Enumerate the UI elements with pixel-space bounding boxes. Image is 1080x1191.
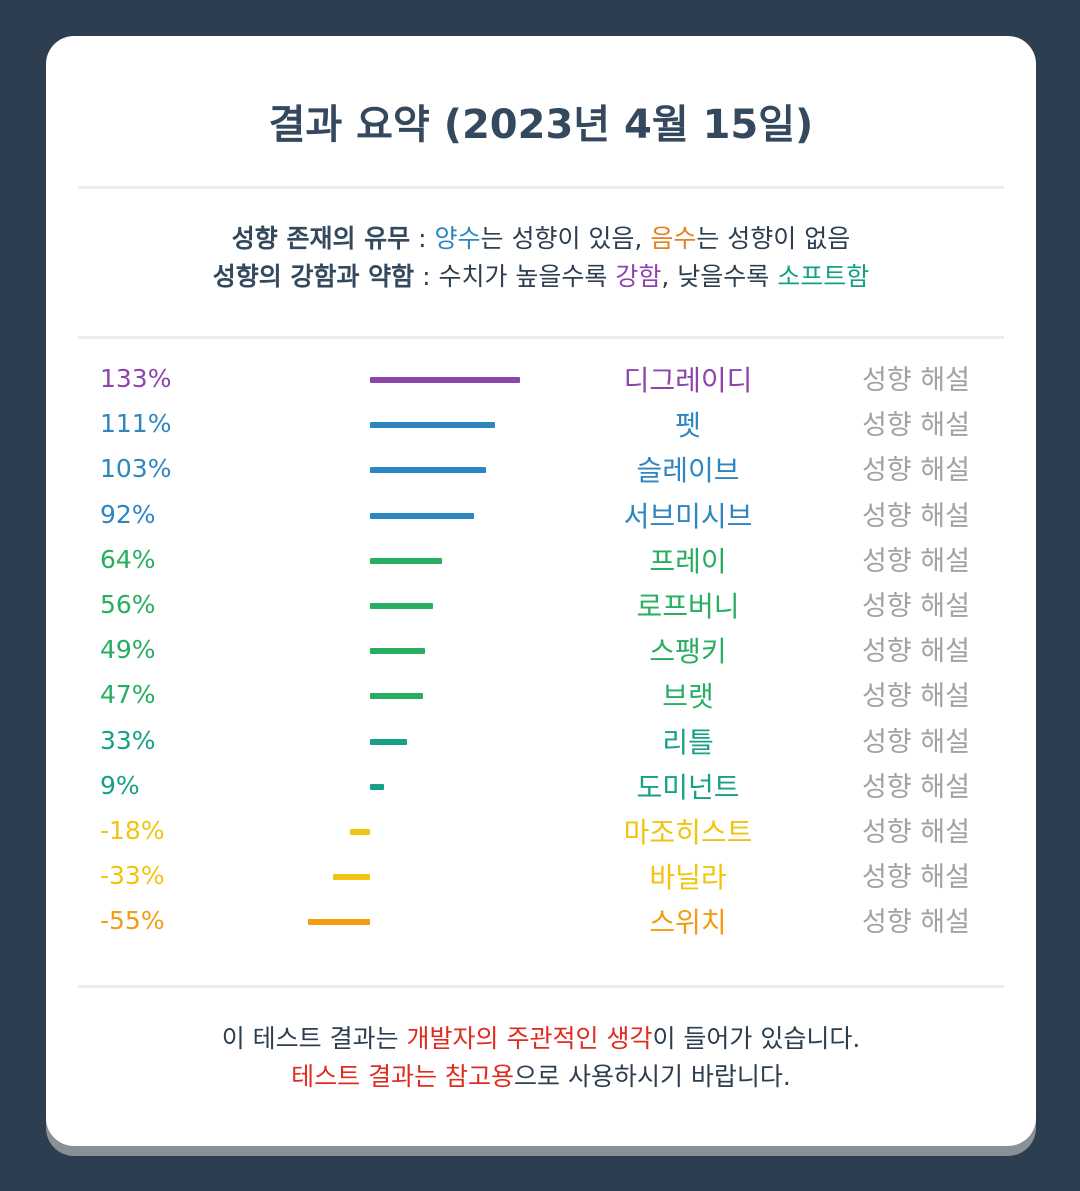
legend-soft: 소프트함	[777, 262, 870, 291]
legend-sep: :	[414, 262, 439, 291]
trait-explanation-link[interactable]: 성향 해설	[862, 816, 970, 848]
legend: 성향 존재의 유무 : 양수는 성향이 있음, 음수는 성향이 없음 성향의 강…	[46, 220, 1036, 296]
result-row: 49% 스팽키 성향 해설	[46, 627, 1036, 672]
legend-positive: 양수	[434, 224, 481, 253]
divider	[78, 336, 1004, 339]
score-bar	[370, 512, 474, 519]
disclaimer-highlight: 테스트 결과는 참고용	[291, 1062, 515, 1091]
score-bar	[370, 377, 521, 383]
legend-negative: 음수	[650, 224, 697, 253]
disclaimer-text: 으로 사용하시기 바랍니다.	[514, 1062, 791, 1091]
percent-value: -33%	[100, 861, 165, 891]
result-row: -18% 마조히스트 성향 해설	[46, 808, 1036, 853]
percent-value: 103%	[100, 454, 172, 484]
percent-value: 33%	[100, 725, 156, 755]
trait-name: 프레이	[649, 544, 727, 578]
trait-explanation-link[interactable]: 성향 해설	[862, 636, 970, 668]
trait-explanation-link[interactable]: 성향 해설	[862, 590, 970, 622]
trait-name: 서브미시브	[623, 499, 753, 533]
legend-line-strength: 성향의 강함과 약함 : 수치가 높을수록 강함, 낮을수록 소프트함	[46, 258, 1036, 296]
legend-text: 수치가 높을수록	[438, 262, 616, 291]
percent-value: -18%	[100, 815, 165, 845]
trait-name: 스위치	[649, 906, 727, 940]
result-row: 47% 브랫 성향 해설	[46, 672, 1036, 717]
percent-value: 64%	[100, 544, 156, 574]
result-row: 56% 로프버니 성향 해설	[46, 582, 1036, 627]
result-row: 64% 프레이 성향 해설	[46, 537, 1036, 582]
legend-sep: :	[410, 224, 435, 253]
trait-name: 슬레이브	[636, 454, 740, 488]
percent-value: 47%	[100, 680, 156, 710]
disclaimer-highlight: 개발자의 주관적인 생각	[406, 1024, 653, 1053]
legend-line-presence: 성향 존재의 유무 : 양수는 성향이 있음, 음수는 성향이 없음	[46, 220, 1036, 258]
trait-explanation-link[interactable]: 성향 해설	[862, 545, 970, 577]
trait-name: 바닐라	[649, 861, 727, 895]
score-bar	[370, 693, 424, 700]
percent-value: 92%	[100, 499, 156, 529]
trait-explanation-link[interactable]: 성향 해설	[862, 726, 970, 758]
percent-value: 133%	[100, 364, 172, 393]
score-bar	[307, 919, 370, 926]
trait-explanation-link[interactable]: 성향 해설	[862, 681, 970, 713]
divider	[78, 186, 1004, 189]
score-bar	[370, 738, 408, 745]
trait-explanation-link[interactable]: 성향 해설	[862, 907, 970, 939]
percent-value: 49%	[100, 635, 156, 665]
trait-name: 펫	[675, 409, 701, 443]
trait-name: 로프버니	[636, 589, 740, 623]
disclaimer-line: 이 테스트 결과는 개발자의 주관적인 생각이 들어가 있습니다.	[46, 1020, 1036, 1058]
result-row: 111% 펫 성향 해설	[46, 401, 1036, 446]
score-bar	[332, 874, 370, 881]
trait-name: 디그레이디	[623, 364, 753, 397]
trait-explanation-link[interactable]: 성향 해설	[862, 500, 970, 532]
trait-explanation-link[interactable]: 성향 해설	[862, 862, 970, 894]
trait-name: 브랫	[662, 680, 714, 714]
page-title: 결과 요약 (2023년 4월 15일)	[268, 102, 814, 148]
legend-label: 성향의 강함과 약함	[212, 262, 415, 291]
trait-explanation-link[interactable]: 성향 해설	[862, 365, 970, 396]
result-row: -33% 바닐라 성향 해설	[46, 853, 1036, 898]
percent-value: 111%	[100, 409, 172, 439]
score-bar	[370, 783, 384, 790]
score-bar	[370, 602, 434, 609]
legend-text: 는 성향이 있음,	[480, 224, 651, 253]
legend-label: 성향 존재의 유무	[231, 224, 411, 253]
result-card: 결과 요약 (2023년 4월 15일) 성향 존재의 유무 : 양수는 성향이…	[46, 36, 1036, 1146]
trait-explanation-link[interactable]: 성향 해설	[862, 771, 970, 803]
trait-name: 스팽키	[649, 635, 727, 669]
legend-text: 는 성향이 없음	[696, 224, 851, 253]
divider	[78, 985, 1004, 988]
result-row: -55% 스위치 성향 해설	[46, 898, 1036, 943]
result-row: 103% 슬레이브 성향 해설	[46, 446, 1036, 491]
result-list: 133% 디그레이디 성향 해설 111% 펫 성향 해설 103% 슬레이브 성향 해설 92%…	[46, 356, 1036, 943]
trait-explanation-link[interactable]: 성향 해설	[862, 455, 970, 487]
result-row: 133% 디그레이디 성향 해설	[46, 356, 1036, 401]
trait-name: 마조히스트	[623, 815, 753, 849]
disclaimer-text: 이 테스트 결과는	[221, 1024, 407, 1053]
percent-value: 56%	[100, 589, 156, 619]
legend-strong: 강함	[615, 262, 662, 291]
percent-value: 9%	[100, 770, 140, 800]
result-row: 33% 리틀 성향 해설	[46, 718, 1036, 763]
score-bar	[370, 648, 426, 655]
legend-text: , 낮을수록	[661, 262, 778, 291]
disclaimer-line: 테스트 결과는 참고용으로 사용하시기 바랍니다.	[46, 1058, 1036, 1096]
trait-explanation-link[interactable]: 성향 해설	[862, 410, 970, 442]
result-row: 92% 서브미시브 성향 해설	[46, 492, 1036, 537]
score-bar	[370, 422, 496, 429]
percent-value: -55%	[100, 906, 165, 936]
score-bar	[370, 467, 487, 474]
disclaimer: 이 테스트 결과는 개발자의 주관적인 생각이 들어가 있습니다. 테스트 결과…	[46, 1020, 1036, 1096]
trait-name: 리틀	[662, 725, 714, 759]
trait-name: 도미넌트	[636, 770, 740, 804]
score-bar	[349, 828, 370, 835]
disclaimer-text: 이 들어가 있습니다.	[652, 1024, 861, 1053]
score-bar	[370, 557, 443, 564]
result-row: 9% 도미넌트 성향 해설	[46, 763, 1036, 808]
